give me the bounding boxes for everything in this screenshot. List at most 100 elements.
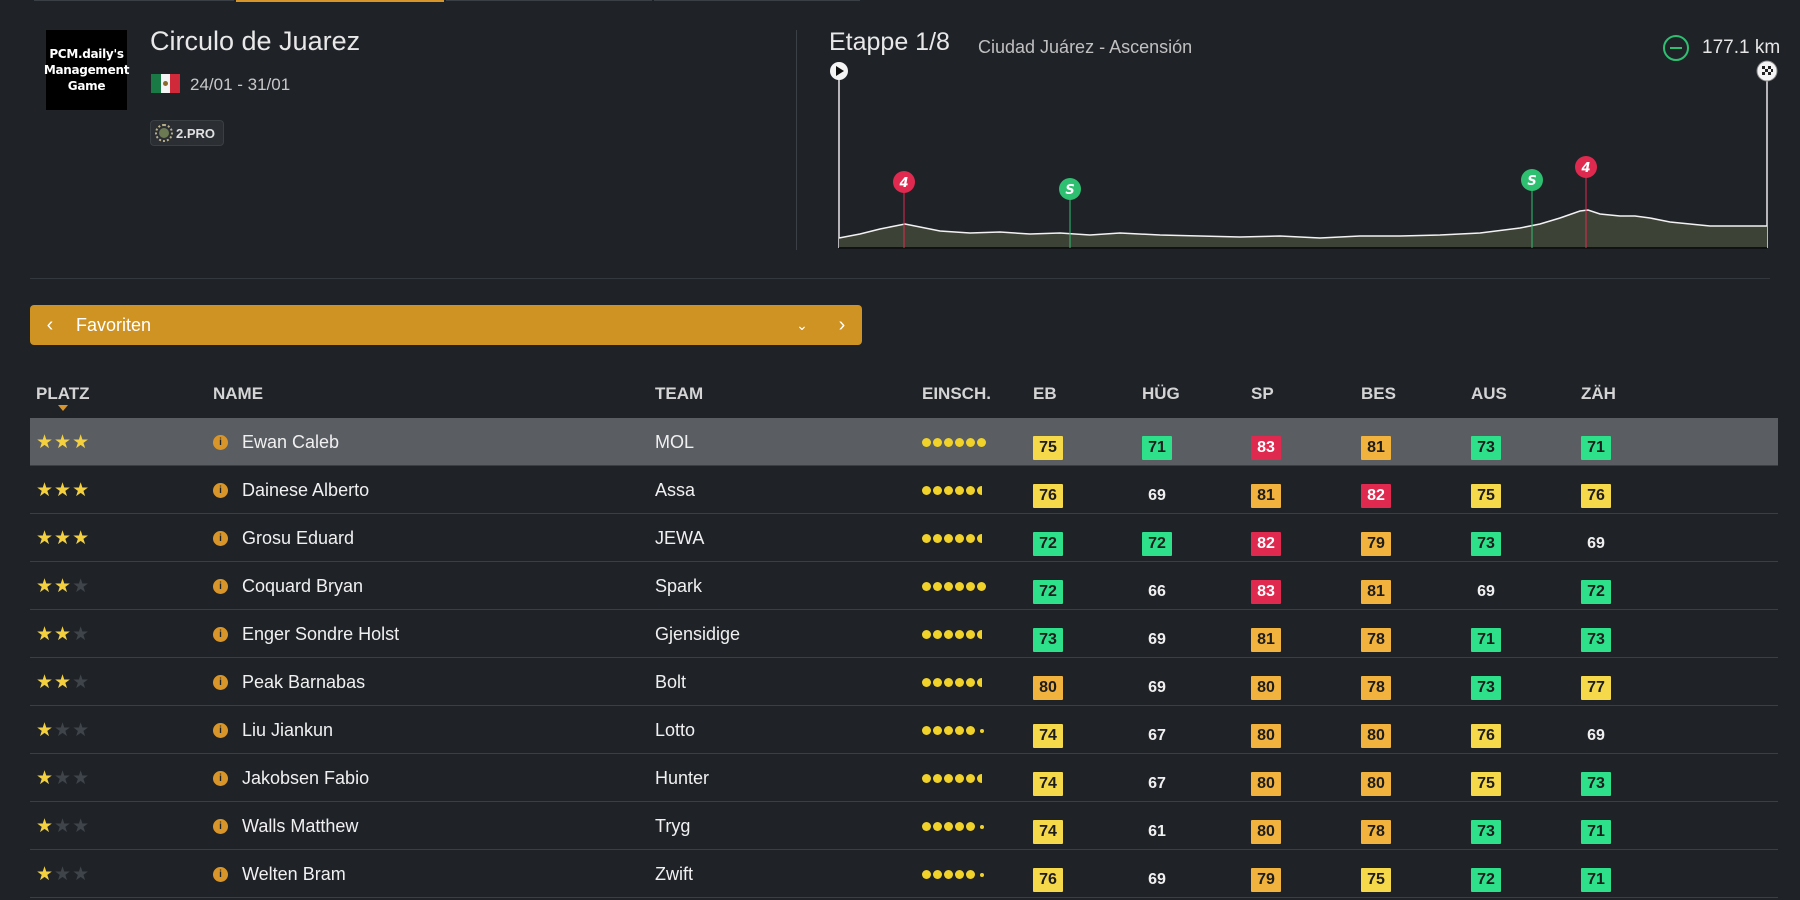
column-header-bes[interactable]: BES: [1361, 384, 1396, 403]
star-icon: ★: [54, 815, 73, 837]
stage-distance: 177.1 km: [1702, 37, 1781, 58]
stat-cell-eb: 75: [1033, 418, 1063, 466]
stat-cell-zah: 69: [1581, 514, 1611, 562]
info-icon[interactable]: i: [213, 610, 228, 658]
form-dot: [977, 485, 986, 495]
rider-name[interactable]: Dainese Alberto: [242, 479, 370, 500]
chevron-down-icon[interactable]: ⌄: [796, 316, 808, 333]
table-row[interactable]: ★ ★ ★ i Dainese Alberto Assa 76 69 81 82 75 76: [30, 466, 1778, 514]
top-tab[interactable]: [34, 0, 234, 1]
rider-name[interactable]: Liu Jiankun: [242, 719, 334, 740]
info-icon[interactable]: i: [213, 706, 228, 754]
info-icon[interactable]: i: [213, 658, 228, 706]
top-tab[interactable]: [446, 0, 652, 1]
table-row[interactable]: ★ ★ ★ i Liu Jiankun Lotto 74 67 80 80 76 69: [30, 706, 1778, 754]
column-header-zah[interactable]: ZÄH: [1581, 384, 1616, 403]
rider-name[interactable]: Ewan Caleb: [242, 431, 340, 452]
stat-value: 69: [1148, 679, 1166, 696]
info-icon[interactable]: i: [213, 418, 228, 466]
favorites-dropdown[interactable]: ‹ Favoriten ⌄ ›: [30, 305, 862, 345]
table-row[interactable]: ★ ★ ★ i Grosu Eduard JEWA 72 72 82 79 73 69: [30, 514, 1778, 562]
form-dot: [933, 629, 942, 639]
rider-name[interactable]: Coquard Bryan: [242, 575, 364, 596]
rider-name[interactable]: Grosu Eduard: [242, 527, 355, 548]
column-header-name[interactable]: NAME: [213, 384, 264, 403]
chevron-left-icon[interactable]: ‹: [46, 313, 54, 336]
chevron-right-icon[interactable]: ›: [838, 313, 846, 336]
info-icon[interactable]: i: [213, 754, 228, 802]
star-icon: ★: [36, 863, 55, 885]
form-dot: [933, 773, 942, 783]
form-dot: [955, 725, 964, 735]
rider-name[interactable]: Walls Matthew: [242, 815, 359, 836]
stat-cell-hug: 69: [1142, 850, 1172, 898]
rider-name[interactable]: Jakobsen Fabio: [242, 767, 370, 788]
star-icon: ★: [72, 767, 91, 789]
rider-name[interactable]: Welten Bram: [242, 863, 346, 884]
column-header-aus[interactable]: AUS: [1471, 384, 1507, 403]
form-indicator: [922, 658, 986, 706]
stat-value: 72: [1033, 532, 1063, 556]
star-icon: ★: [72, 815, 91, 837]
stat-value: 72: [1471, 868, 1501, 892]
stat-cell-bes: 81: [1361, 562, 1391, 610]
rider-name[interactable]: Peak Barnabas: [242, 671, 366, 692]
column-header-eb[interactable]: EB: [1033, 384, 1057, 403]
form-dot: [977, 773, 986, 783]
form-dot: [980, 729, 984, 733]
table-row[interactable]: ★ ★ ★ i Jakobsen Fabio Hunter 74 67 80 80 75 73: [30, 754, 1778, 802]
form-dot: [977, 533, 986, 543]
info-icon[interactable]: i: [213, 562, 228, 610]
stat-value: 78: [1361, 628, 1391, 652]
stat-value: 73: [1581, 628, 1611, 652]
column-header-hug[interactable]: HÜG: [1142, 384, 1180, 403]
svg-text:4: 4: [898, 176, 908, 191]
stat-value: 72: [1142, 532, 1172, 556]
stat-cell-sp: 83: [1251, 418, 1281, 466]
form-dot: [955, 533, 964, 543]
rating-stars: ★ ★ ★: [36, 850, 90, 898]
info-icon[interactable]: i: [213, 802, 228, 850]
rider-team: MOL: [655, 431, 695, 452]
stat-cell-zah: 77: [1581, 658, 1611, 706]
column-header-platz[interactable]: PLATZ: [36, 384, 90, 403]
stat-value: 77: [1581, 676, 1611, 700]
stat-cell-eb: 72: [1033, 562, 1063, 610]
star-icon: ★: [72, 719, 91, 741]
stat-cell-eb: 76: [1033, 850, 1063, 898]
form-dot: [966, 533, 975, 543]
info-icon[interactable]: i: [213, 514, 228, 562]
stat-value: 80: [1361, 772, 1391, 796]
column-header-einsch[interactable]: EINSCH.: [922, 384, 991, 403]
table-row[interactable]: ★ ★ ★ i Coquard Bryan Spark 72 66 83 81 69 72: [30, 562, 1778, 610]
form-dot: [922, 629, 931, 639]
rating-stars: ★ ★ ★: [36, 610, 90, 658]
table-row[interactable]: ★ ★ ★ i Welten Bram Zwift 76 69 79 75 72 71: [30, 850, 1778, 898]
stat-value: 76: [1581, 484, 1611, 508]
column-header-sp[interactable]: SP: [1251, 384, 1274, 403]
form-dot: [955, 677, 964, 687]
form-indicator: [922, 802, 984, 850]
stat-cell-hug: 67: [1142, 754, 1172, 802]
info-icon[interactable]: i: [213, 466, 228, 514]
stat-cell-bes: 82: [1361, 466, 1391, 514]
stat-value: 82: [1251, 532, 1281, 556]
stat-cell-bes: 80: [1361, 706, 1391, 754]
top-tab[interactable]: [654, 0, 860, 1]
top-tab-active[interactable]: [236, 0, 444, 2]
info-icon[interactable]: i: [213, 850, 228, 898]
form-dot: [966, 677, 975, 687]
favorites-dropdown-label: Favoriten: [76, 314, 152, 335]
form-dot: [944, 485, 953, 495]
form-dot: [966, 581, 975, 591]
stat-value: 71: [1581, 868, 1611, 892]
table-row[interactable]: ★ ★ ★ i Peak Barnabas Bolt 80 69 80 78 73 77: [30, 658, 1778, 706]
table-row[interactable]: ★ ★ ★ i Ewan Caleb MOL 75 71 83 81 73 71: [30, 418, 1778, 466]
start-flag-icon: [830, 62, 848, 80]
rating-stars: ★ ★ ★: [36, 754, 90, 802]
table-row[interactable]: ★ ★ ★ i Walls Matthew Tryg 74 61 80 78 73 71: [30, 802, 1778, 850]
race-dates: 24/01 - 31/01: [190, 75, 291, 94]
column-header-team[interactable]: TEAM: [655, 384, 704, 403]
table-row[interactable]: ★ ★ ★ i Enger Sondre Holst Gjensidige 73 69 81 78…: [30, 610, 1778, 658]
rider-name[interactable]: Enger Sondre Holst: [242, 623, 400, 644]
